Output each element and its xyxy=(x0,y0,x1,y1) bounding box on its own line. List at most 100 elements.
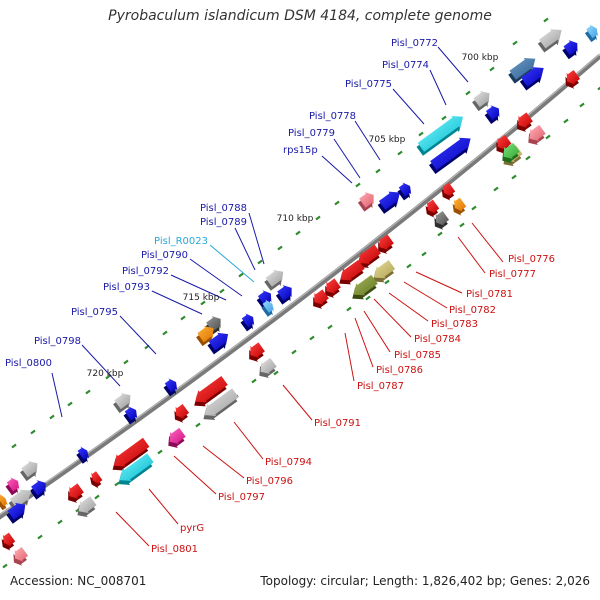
inner-tick-9 xyxy=(334,200,340,206)
leader-line xyxy=(282,384,313,421)
gene-reverse-khaki-24 xyxy=(372,260,396,283)
gene-label: Pisl_R0023 xyxy=(154,236,208,247)
gene-reverse-orange-21 xyxy=(452,197,467,216)
gene-body xyxy=(250,342,265,358)
inner-tick-14 xyxy=(238,272,244,278)
leader-line xyxy=(388,292,429,322)
gene-forward-pink-15 xyxy=(357,192,374,212)
outer-tick-26 xyxy=(114,481,120,487)
gene-reverse-cyan-48 xyxy=(118,453,154,485)
inner-tick-7 xyxy=(375,168,381,174)
gene-forward-lightblue-32 xyxy=(261,299,275,317)
gene-body xyxy=(586,24,599,39)
gene-body xyxy=(241,313,255,328)
gene-body xyxy=(497,134,512,150)
gene-label: Pisl_0790 xyxy=(141,250,188,261)
gene-forward-blue-41 xyxy=(123,406,138,425)
inner-tick-11 xyxy=(295,230,301,236)
gene-label: Pisl_0801 xyxy=(151,544,198,555)
gene-reverse-red-28 xyxy=(313,289,329,309)
gene-reverse-red-22 xyxy=(378,234,394,254)
outer-tick-1 xyxy=(579,102,585,108)
gene-forward-blue-7 xyxy=(484,105,500,124)
gene-forward-orange-54 xyxy=(0,494,8,511)
tick-label: 705 kbp xyxy=(369,135,406,145)
gene-reverse-red-55 xyxy=(68,483,84,503)
leader-line xyxy=(234,227,256,271)
outer-tick-29 xyxy=(57,519,63,525)
gene-body xyxy=(435,211,450,226)
inner-tick-6 xyxy=(397,150,403,156)
outer-tick-2 xyxy=(563,118,569,124)
gene-body xyxy=(175,404,190,419)
inner-tick-13 xyxy=(257,259,263,265)
inner-tick-23 xyxy=(67,401,73,407)
gene-forward-gray-6 xyxy=(472,90,490,112)
gene-body xyxy=(260,357,277,375)
gene-body xyxy=(485,105,500,120)
gene-body xyxy=(359,192,374,208)
outer-tick-16 xyxy=(309,335,315,341)
leader-line xyxy=(354,317,374,368)
gene-reverse-red-44 xyxy=(174,404,190,423)
gene-body xyxy=(77,446,90,460)
leader-line xyxy=(333,138,361,179)
gene-body xyxy=(14,547,29,562)
outer-tick-6 xyxy=(493,186,499,192)
outer-tick-32 xyxy=(2,563,8,569)
gene-label: Pisl_0784 xyxy=(414,334,461,345)
leader-line xyxy=(354,120,381,161)
gene-forward-blue-36 xyxy=(207,332,229,355)
gene-reverse-green-14 xyxy=(502,142,520,164)
gene-label: Pisl_0778 xyxy=(309,111,356,122)
inner-tick-25 xyxy=(30,429,36,435)
tick-label: 720 kbp xyxy=(87,369,124,379)
gene-forward-blue-33 xyxy=(240,313,255,332)
gene-forward-blue-51 xyxy=(29,480,46,500)
outer-tick-7 xyxy=(471,205,477,211)
inner-tick-4 xyxy=(441,115,447,121)
leader-line xyxy=(81,344,121,387)
gene-body xyxy=(503,142,520,160)
gene-body xyxy=(430,137,471,170)
gene-label: rps15p xyxy=(283,145,318,156)
leader-line xyxy=(51,372,63,418)
tick-label: 700 kbp xyxy=(462,53,499,63)
outer-tick-3 xyxy=(545,134,551,140)
gene-body xyxy=(114,392,131,410)
gene-body xyxy=(31,480,46,496)
inner-tick-5 xyxy=(418,131,424,137)
gene-reverse-red-42 xyxy=(194,375,228,407)
gene-reverse-gray-38 xyxy=(259,357,277,379)
gene-forward-blue-9 xyxy=(428,137,471,174)
leader-line xyxy=(403,281,448,309)
gene-label: pyrG xyxy=(180,523,204,534)
outer-tick-12 xyxy=(384,279,390,285)
gene-features xyxy=(0,24,599,566)
gene-label: Pisl_0795 xyxy=(71,307,118,318)
gene-body xyxy=(164,378,178,393)
outer-tick-0 xyxy=(597,86,600,91)
gene-label: Pisl_0787 xyxy=(357,381,404,392)
gene-reverse-red-23 xyxy=(357,244,381,268)
gene-label: Pisl_0800 xyxy=(5,358,52,369)
gene-body xyxy=(90,471,103,485)
gene-forward-blue-46 xyxy=(76,446,90,464)
gene-body xyxy=(78,496,97,514)
inner-tick-0 xyxy=(543,17,549,23)
gene-reverse-gray-56 xyxy=(77,496,97,518)
outer-tick-11 xyxy=(406,263,412,269)
gene-body xyxy=(119,453,154,481)
gene-label: Pisl_0793 xyxy=(103,282,150,293)
leader-line xyxy=(170,274,227,301)
gene-forward-cyan-8 xyxy=(416,115,464,156)
tick-marks xyxy=(2,17,600,569)
leader-line xyxy=(321,155,353,184)
gene-body xyxy=(206,316,221,332)
inner-tick-2 xyxy=(489,66,495,72)
gene-body xyxy=(69,483,84,499)
inner-tick-22 xyxy=(85,389,91,395)
gene-forward-orange-35 xyxy=(196,325,214,347)
gene-body xyxy=(21,460,38,478)
